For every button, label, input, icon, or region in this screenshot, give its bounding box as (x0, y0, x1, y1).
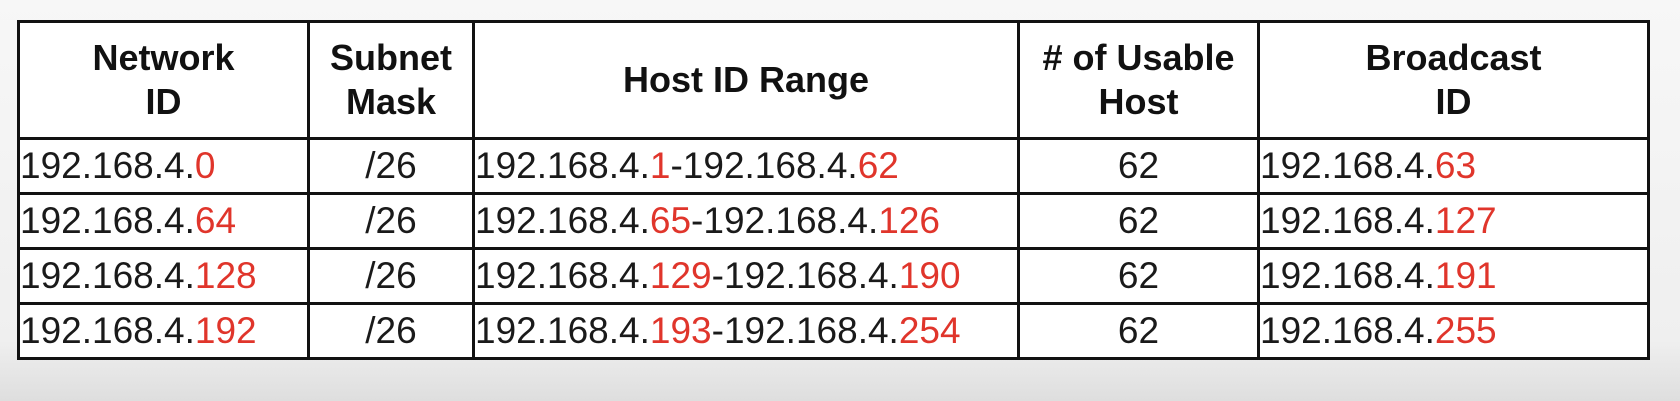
cell-broadcast-id: 192.168.4.63 (1257, 137, 1650, 195)
range-end-octet: 254 (898, 310, 961, 351)
header-broadcast-id-line1: Broadcast (1365, 37, 1542, 78)
range-start-octet: 193 (649, 310, 712, 351)
range-end-octet: 126 (878, 200, 940, 241)
network-prefix: 192.168.4. (20, 145, 195, 186)
header-usable-hosts: # of Usable Host (1017, 20, 1260, 140)
cell-usable-hosts: 62 (1017, 137, 1260, 195)
cell-network-id: 192.168.4.128 (17, 247, 310, 305)
range-start-octet: 129 (649, 255, 712, 296)
table-row: 192.168.4.0 /26 192.168.4.1-192.168.4.62… (17, 137, 1650, 195)
header-usable-hosts-line2: Host (1098, 81, 1179, 122)
header-host-id-range-label: Host ID Range (622, 59, 870, 100)
cell-usable-hosts: 62 (1017, 302, 1260, 360)
network-octet: 64 (194, 200, 237, 241)
network-octet: 192 (194, 310, 257, 351)
cell-subnet-mask: /26 (307, 137, 475, 195)
cell-broadcast-id: 192.168.4.127 (1257, 192, 1650, 250)
range-end-prefix: 192.168.4. (723, 310, 899, 351)
broadcast-octet: 191 (1434, 255, 1497, 296)
cell-host-range: 192.168.4.1-192.168.4.62 (472, 137, 1020, 195)
header-subnet-mask: Subnet Mask (307, 20, 475, 140)
network-octet: 0 (194, 145, 216, 186)
range-end-prefix: 192.168.4. (723, 255, 899, 296)
range-separator: - (711, 310, 724, 351)
header-subnet-mask-line1: Subnet (330, 37, 452, 78)
broadcast-prefix: 192.168.4. (1260, 255, 1435, 296)
header-network-id: Network ID (17, 20, 310, 140)
range-separator: - (691, 200, 704, 241)
broadcast-prefix: 192.168.4. (1260, 200, 1435, 241)
header-host-id-range: Host ID Range (472, 20, 1020, 140)
cell-host-range: 192.168.4.129-192.168.4.190 (472, 247, 1020, 305)
network-prefix: 192.168.4. (20, 200, 195, 241)
range-separator: - (711, 255, 724, 296)
cell-broadcast-id: 192.168.4.255 (1257, 302, 1650, 360)
cell-network-id: 192.168.4.0 (17, 137, 310, 195)
header-usable-hosts-line1: # of Usable (1042, 37, 1235, 78)
subnet-table: Network ID Subnet Mask Host ID Range # o… (17, 20, 1650, 360)
range-separator: - (670, 145, 683, 186)
broadcast-octet: 255 (1434, 310, 1497, 351)
cell-network-id: 192.168.4.64 (17, 192, 310, 250)
broadcast-prefix: 192.168.4. (1260, 310, 1435, 351)
broadcast-prefix: 192.168.4. (1260, 145, 1435, 186)
header-broadcast-id: Broadcast ID (1257, 20, 1650, 140)
range-start-prefix: 192.168.4. (475, 145, 650, 186)
cell-subnet-mask: /26 (307, 192, 475, 250)
cell-network-id: 192.168.4.192 (17, 302, 310, 360)
header-row: Network ID Subnet Mask Host ID Range # o… (17, 20, 1650, 140)
range-end-octet: 62 (857, 145, 899, 186)
range-start-prefix: 192.168.4. (475, 200, 650, 241)
cell-host-range: 192.168.4.193-192.168.4.254 (472, 302, 1020, 360)
header-network-id-line1: Network (92, 37, 235, 78)
range-end-prefix: 192.168.4. (703, 200, 879, 241)
cell-subnet-mask: /26 (307, 302, 475, 360)
range-start-octet: 65 (649, 200, 692, 241)
header-subnet-mask-line2: Mask (345, 81, 437, 122)
range-start-octet: 1 (649, 145, 671, 186)
table-row: 192.168.4.128 /26 192.168.4.129-192.168.… (17, 247, 1650, 305)
broadcast-octet: 127 (1434, 200, 1497, 241)
range-end-octet: 190 (898, 255, 961, 296)
cell-host-range: 192.168.4.65-192.168.4.126 (472, 192, 1020, 250)
range-start-prefix: 192.168.4. (475, 310, 650, 351)
broadcast-octet: 63 (1434, 145, 1477, 186)
table-row: 192.168.4.192 /26 192.168.4.193-192.168.… (17, 302, 1650, 360)
header-broadcast-id-line2: ID (1435, 81, 1472, 122)
range-end-prefix: 192.168.4. (682, 145, 858, 186)
network-octet: 128 (194, 255, 257, 296)
cell-subnet-mask: /26 (307, 247, 475, 305)
cell-usable-hosts: 62 (1017, 247, 1260, 305)
range-start-prefix: 192.168.4. (475, 255, 650, 296)
table-row: 192.168.4.64 /26 192.168.4.65-192.168.4.… (17, 192, 1650, 250)
header-network-id-line2: ID (145, 81, 182, 122)
network-prefix: 192.168.4. (20, 255, 195, 296)
network-prefix: 192.168.4. (20, 310, 195, 351)
cell-broadcast-id: 192.168.4.191 (1257, 247, 1650, 305)
cell-usable-hosts: 62 (1017, 192, 1260, 250)
